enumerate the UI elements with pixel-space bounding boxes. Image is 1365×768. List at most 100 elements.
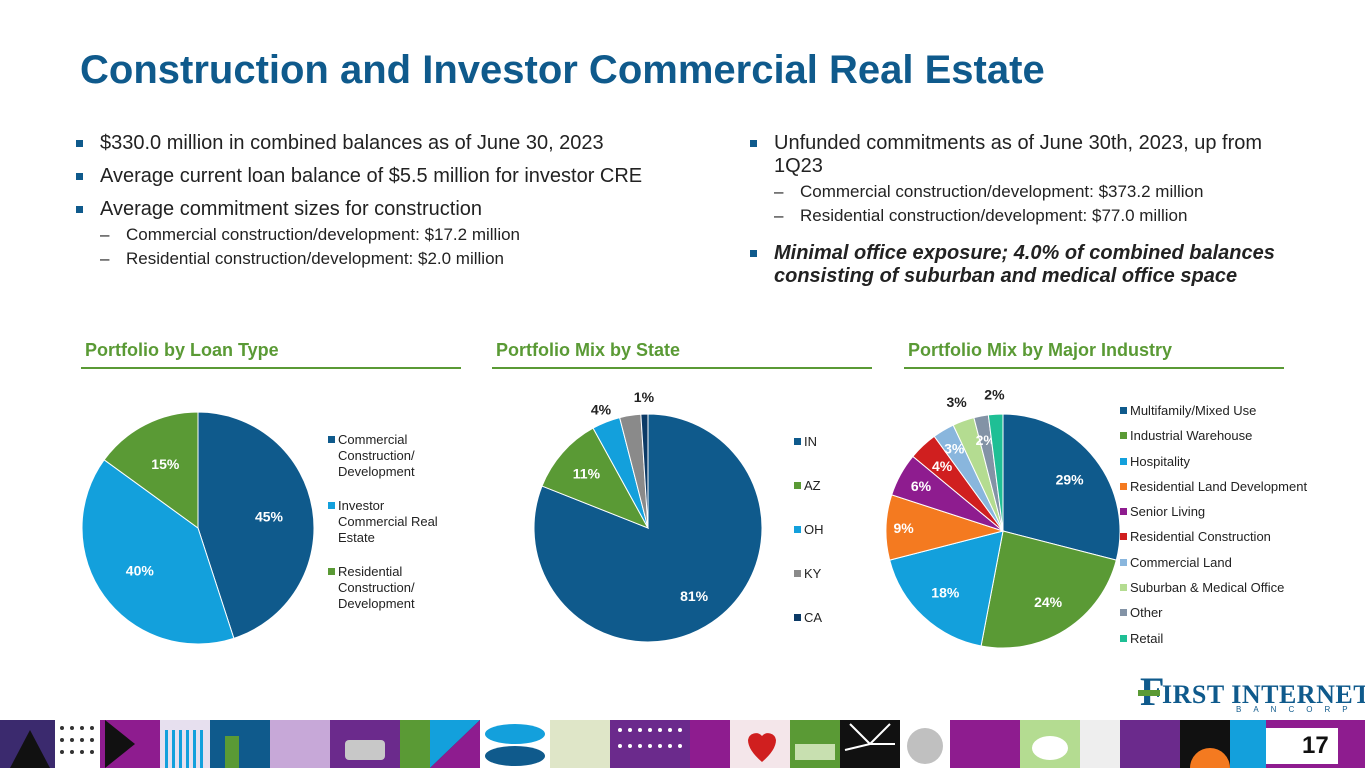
legend-label: Residential Construction (1130, 529, 1271, 545)
pie-data-label-2: 40% (126, 562, 155, 578)
legend-swatch (1120, 609, 1127, 617)
pie-chart-state: 81% 11% 4% 3%1% (533, 388, 763, 643)
decorative-pattern-strip (0, 720, 1365, 768)
legend-label: Retail (1130, 630, 1164, 646)
legend-label: AZ (804, 478, 821, 493)
pie-data-label-10: 2% (984, 386, 1005, 402)
bullet-combined-balances: $330.0 million in combined balances as o… (76, 132, 726, 155)
legend-item: Commercial Construction/ Development (328, 432, 438, 480)
bullet-average-loan-balance: Average current loan balance of $5.5 mil… (76, 165, 726, 188)
legend-swatch (1120, 432, 1127, 440)
pie-data-label-1: 29% (1056, 471, 1085, 487)
legend-item: Senior Living (1120, 504, 1307, 529)
legend-state: IN AZ OH KY CA (794, 434, 824, 654)
pie-data-label-4: 3% (617, 388, 638, 404)
legend-label: Other (1130, 605, 1163, 621)
pie-slice-5 (640, 413, 649, 529)
pie-slice-2 (541, 427, 650, 529)
pie-data-label-7: 3% (944, 440, 965, 456)
section-header-state: Portfolio Mix by State (492, 340, 872, 369)
legend-swatch (794, 614, 801, 621)
legend-swatch (794, 438, 801, 445)
legend-item: Residential Construction (1120, 529, 1307, 554)
pie-slice-3 (889, 530, 1004, 647)
legend-swatch (1120, 634, 1127, 642)
legend-label: Hospitality (1130, 453, 1190, 469)
pie-data-label-3: 18% (931, 584, 960, 600)
legend-item: Residential Land Development (1120, 479, 1307, 504)
logo-subtext: BANCORP (1236, 705, 1360, 714)
legend-item: IN (794, 434, 824, 478)
legend-item: Suburban & Medical Office (1120, 580, 1307, 605)
legend-swatch (794, 570, 801, 577)
pie-chart-loan-type: 45% 40% 15% (81, 411, 315, 645)
pie-data-label-2: 24% (1034, 594, 1063, 610)
legend-item: AZ (794, 478, 824, 522)
legend-item: OH (794, 522, 824, 566)
legend-label: Multifamily/Mixed Use (1130, 403, 1257, 418)
pie-data-label-3: 15% (151, 456, 180, 472)
pie-data-label-1: 45% (255, 509, 284, 525)
legend-item: CA (794, 610, 824, 654)
legend-item: Residential Construction/ Development (328, 564, 438, 612)
section-header-loan-type: Portfolio by Loan Type (81, 340, 461, 369)
legend-swatch (1120, 482, 1127, 490)
bullet-average-commitment: Average commitment sizes for constructio… (76, 198, 726, 271)
legend-swatch (328, 568, 335, 575)
legend-label: KY (804, 566, 822, 581)
legend-item: Investor Commercial Real Estate (328, 498, 438, 546)
page-number: 17 (1302, 732, 1329, 759)
pie-data-label-6: 4% (932, 458, 953, 474)
logo-f-mark: F (1137, 669, 1165, 714)
pie-slice-2 (980, 530, 1117, 649)
legend-item: KY (794, 566, 824, 610)
legend-label: IN (804, 434, 817, 449)
bullet-unfunded-commitments: Unfunded commitments as of June 30th, 20… (750, 132, 1310, 228)
right-bullet-list: Unfunded commitments as of June 30th, 20… (750, 132, 1310, 298)
sub-bullet-commercial: Commercial construction/development: $17… (100, 223, 726, 247)
pie-slice-10 (987, 413, 1004, 532)
pie-slice-2 (81, 459, 235, 645)
page-title: Construction and Investor Commercial Rea… (80, 48, 1045, 92)
pie-slice-1 (533, 413, 763, 643)
left-bullet-list: $330.0 million in combined balances as o… (76, 132, 726, 281)
legend-industry: Multifamily/Mixed Use Industrial Warehous… (1120, 403, 1307, 656)
pie-chart-industry: 29%24%18%9%6%4%3%3%2%2% (885, 386, 1121, 649)
legend-label: Investor Commercial Real Estate (338, 498, 438, 545)
legend-swatch (1120, 533, 1127, 541)
legend-label: Senior Living (1130, 504, 1206, 520)
pie-slice-3 (103, 411, 199, 529)
legend-label: Commercial Construction/ Development (338, 432, 415, 479)
legend-swatch (1120, 407, 1127, 414)
legend-item: Industrial Warehouse (1120, 428, 1307, 453)
legend-item: Hospitality (1120, 454, 1307, 479)
legend-item: Multifamily/Mixed Use (1120, 403, 1307, 428)
legend-swatch (1120, 508, 1127, 516)
sub-bullet-residential: Residential construction/development: $2… (100, 247, 726, 271)
legend-swatch (794, 482, 801, 489)
legend-swatch (794, 526, 801, 533)
legend-loan-type: Commercial Construction/ Development Inve… (328, 432, 438, 630)
legend-swatch (1120, 584, 1127, 592)
bullet-office-exposure: Minimal office exposure; 4.0% of combine… (750, 242, 1310, 288)
legend-item: Other (1120, 605, 1307, 630)
legend-swatch (328, 436, 335, 443)
legend-label: OH (804, 522, 824, 537)
bullet-average-commitment-text: Average commitment sizes for constructio… (100, 198, 483, 220)
pie-data-label-4: 9% (893, 520, 914, 536)
sub-bullet-list: Commercial construction/development: $17… (100, 223, 726, 271)
legend-label: Industrial Warehouse (1130, 428, 1253, 444)
section-header-industry: Portfolio Mix by Major Industry (904, 340, 1284, 369)
company-logo: F IRST INTERNET BANCORP (1137, 669, 1365, 716)
legend-item: Retail (1120, 631, 1307, 656)
legend-label: Residential Construction/ Development (338, 564, 415, 611)
logo-wordmark: IRST INTERNET (1162, 680, 1365, 709)
legend-swatch (1120, 457, 1127, 465)
pie-data-label-3: 4% (591, 401, 612, 417)
pie-data-label-5: 1% (634, 389, 655, 405)
sub-bullet-commercial: Commercial construction/development: $37… (774, 180, 1310, 204)
legend-label: Residential Land Development (1130, 478, 1308, 494)
pie-data-label-8: 3% (946, 394, 967, 410)
legend-swatch (328, 502, 335, 509)
